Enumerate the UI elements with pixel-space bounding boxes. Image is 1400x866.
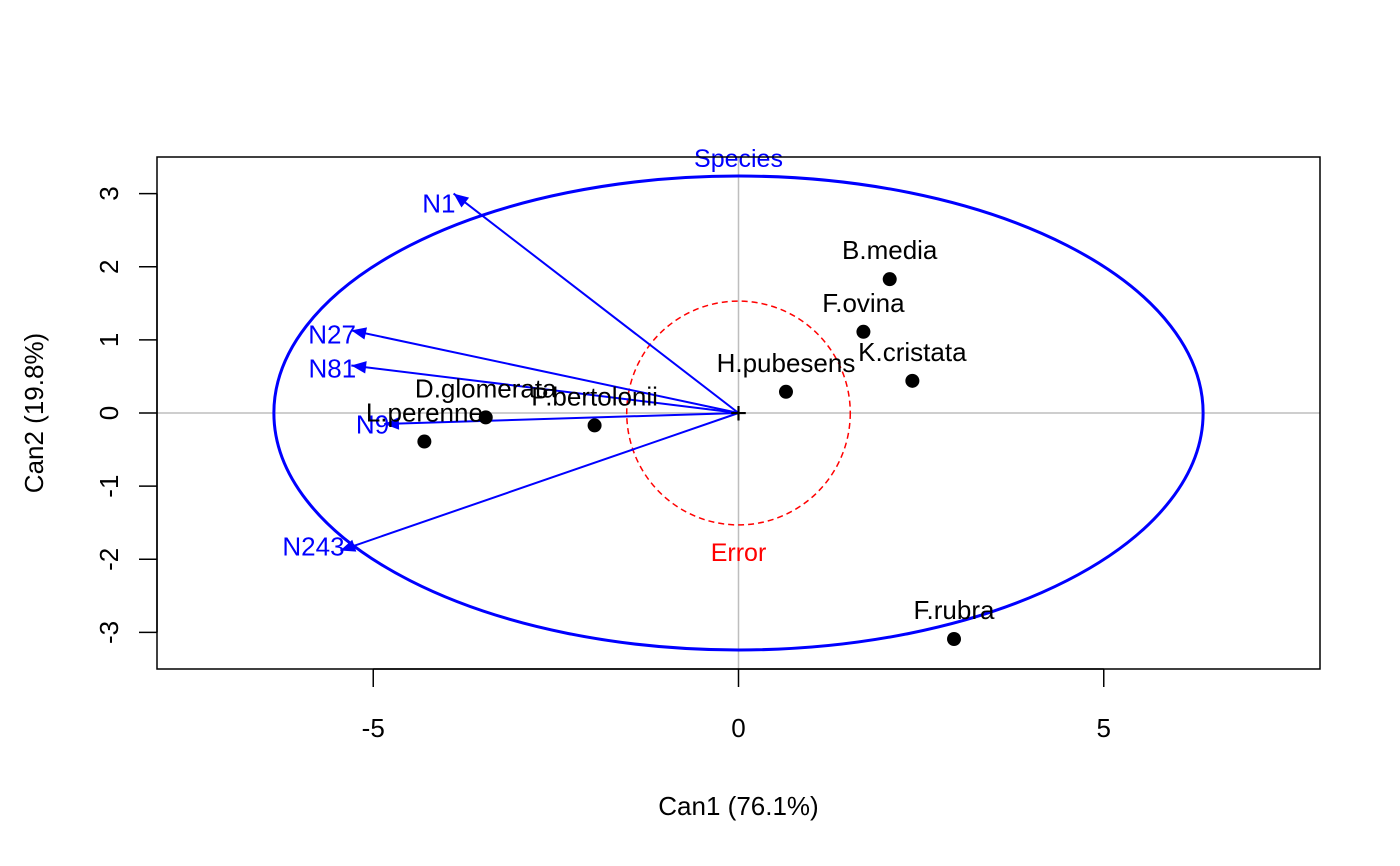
y-tick-label: -1 — [94, 475, 124, 498]
arrow-head — [384, 417, 400, 430]
y-tick-label: -2 — [94, 548, 124, 571]
y-tick-label: -3 — [94, 621, 124, 644]
point-label-p-bertolonii: P.bertolonii — [531, 381, 658, 411]
point-f-ovina — [856, 324, 871, 339]
point-k-cristata — [905, 373, 920, 388]
point-h-pubesens — [778, 384, 793, 399]
point-label-l-perenne: L.perenne — [366, 398, 483, 428]
arrow-n27: N27 — [308, 319, 739, 414]
y-tick-label: 1 — [94, 333, 124, 347]
arrow-label-n1: N1 — [422, 189, 455, 219]
ellipse-label-species: Species — [694, 145, 783, 173]
arrow-head — [453, 193, 470, 208]
arrow-label-n27: N27 — [308, 319, 356, 349]
y-tick-label: 0 — [94, 406, 124, 420]
x-tick-label: 0 — [731, 713, 745, 743]
arrow-head — [351, 327, 368, 340]
point-f-rubra — [947, 632, 962, 647]
point-label-d-glomerata: D.glomerata — [415, 373, 557, 403]
point-p-bertolonii — [587, 418, 602, 433]
point-label-f-ovina: F.ovina — [822, 288, 905, 318]
ellipse-label-error: Error — [711, 539, 767, 567]
x-tick-label: -5 — [362, 713, 385, 743]
labels-layer: Species Error + B.media F.ovina K.cristataH.p… — [366, 145, 995, 625]
arrow-shaft — [452, 192, 740, 414]
axes-layer: -5 0 5 -3 -2 -1 0 1 2 3 — [94, 186, 1111, 743]
arrow-n1: N1 — [422, 189, 740, 414]
ellipse-species — [272, 174, 1205, 652]
arrow-n9: N9 — [356, 410, 739, 440]
arrow-shaft — [340, 412, 739, 552]
point-label-f-rubra: F.rubra — [914, 595, 995, 625]
point-label-k-cristata: K.cristata — [858, 337, 967, 367]
arrow-n81: N81 — [309, 353, 739, 414]
y-tick-label: 2 — [94, 259, 124, 273]
point-d-glomerata — [478, 410, 493, 425]
point-l-perenne — [417, 434, 432, 449]
point-label-b-media: B.media — [842, 235, 938, 265]
points-layer — [417, 272, 962, 647]
ellipses-layer — [272, 174, 1205, 652]
y-axis-label: Can2 (19.8%) — [19, 333, 49, 493]
x-axis-label: Can1 (76.1%) — [658, 791, 818, 821]
arrow-shaft — [351, 329, 739, 414]
arrow-label-n81: N81 — [309, 353, 357, 383]
ellipse-error — [625, 300, 852, 526]
arrows-layer: N1 N27 N81 N9 N243 — [282, 189, 740, 562]
arrow-label-n243: N243 — [282, 532, 344, 562]
arrow-shaft — [351, 364, 739, 414]
arrow-shaft — [384, 412, 739, 425]
x-tick-label: 5 — [1097, 713, 1111, 743]
point-label-h-pubesens: H.pubesens — [717, 348, 856, 378]
arrow-label-n9: N9 — [356, 410, 389, 440]
arrow-n243: N243 — [282, 412, 739, 562]
arrow-head — [351, 361, 367, 374]
arrow-head — [340, 539, 357, 552]
origin-marker: + — [730, 397, 748, 430]
y-tick-label: 3 — [94, 186, 124, 200]
point-b-media — [882, 272, 897, 287]
